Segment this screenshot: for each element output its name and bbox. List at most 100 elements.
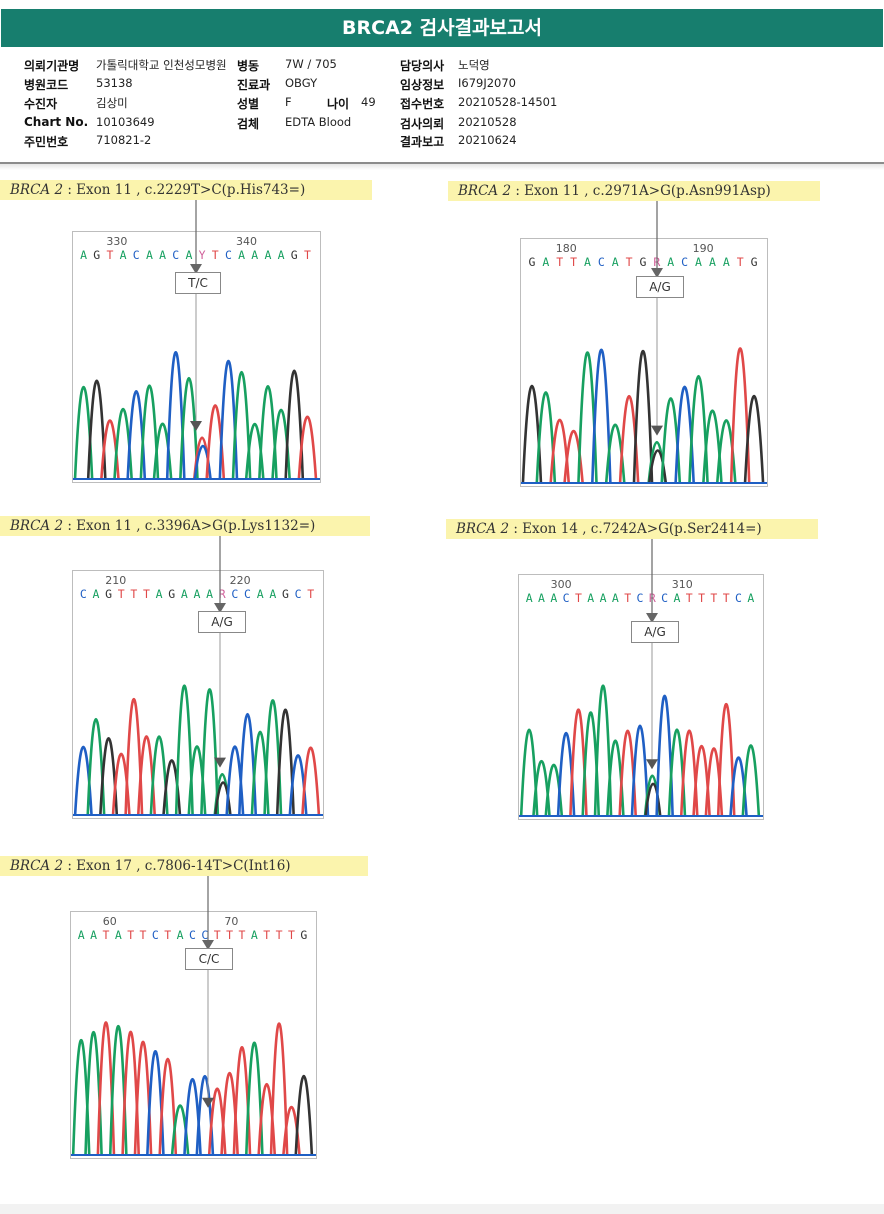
trace-peak <box>563 430 584 484</box>
info-label: 병원코드 <box>24 78 69 92</box>
trace-peak <box>193 444 212 480</box>
base-call: T <box>710 591 717 605</box>
base-call: A <box>612 255 619 269</box>
arrow-head-lower <box>202 1097 214 1108</box>
trace-peak <box>301 746 321 816</box>
base-call: T <box>698 591 705 605</box>
trace-peak <box>149 735 169 816</box>
info-value: 김상미 <box>96 96 128 110</box>
variant-arrow <box>651 201 663 436</box>
base-call: A <box>120 248 127 262</box>
base-call: T <box>212 248 219 262</box>
info-label: 주민번호 <box>24 135 69 149</box>
base-call: R <box>219 587 226 601</box>
base-call: C <box>152 928 159 942</box>
base-call: T <box>102 928 109 942</box>
variant-detail: : Exon 14 , c.7242A>G(p.Ser2414=) <box>509 521 762 537</box>
info-value: EDTA Blood <box>285 115 352 129</box>
report-title: BRCA2 검사결과보고서 <box>1 9 883 47</box>
info-label: 임상정보 <box>400 78 445 92</box>
base-call: G <box>300 928 307 942</box>
base-call: A <box>80 248 87 262</box>
base-call: T <box>304 248 311 262</box>
base-call: T <box>570 255 577 269</box>
arrow-head <box>214 603 226 613</box>
trace-peak <box>688 374 709 484</box>
variant-detail: : Exon 17 , c.7806-14T>C(Int16) <box>63 858 291 874</box>
position-label-left: 330 <box>106 235 127 248</box>
variant-arrow <box>202 876 214 1108</box>
base-call: A <box>278 248 285 262</box>
info-label: 병동 <box>237 59 260 73</box>
trace-peak <box>124 697 144 816</box>
arrow-head <box>190 264 202 274</box>
info-value: 710821-2 <box>96 133 152 147</box>
base-call: A <box>156 587 163 601</box>
trace-peak <box>179 377 199 480</box>
info-label: 검사의뢰 <box>400 117 445 131</box>
base-call: C <box>189 928 196 942</box>
trace-peak <box>729 347 751 484</box>
base-call: G <box>751 255 758 269</box>
base-call: T <box>214 928 221 942</box>
base-call: A <box>723 255 730 269</box>
info-value: 10103649 <box>96 115 155 129</box>
position-label-left: 210 <box>105 574 126 587</box>
base-call: A <box>257 587 264 601</box>
trace-peak <box>294 1075 314 1156</box>
base-call: A <box>538 591 545 605</box>
base-call: C <box>133 248 140 262</box>
base-call: Y <box>199 248 206 262</box>
info-value: 20210528-14501 <box>458 95 558 109</box>
base-call: T <box>118 587 125 601</box>
trace-peak <box>519 728 539 817</box>
position-label-left: 180 <box>556 242 577 255</box>
trace-peak <box>535 391 557 484</box>
genotype-label: A/G <box>198 611 246 633</box>
base-call: C <box>295 587 302 601</box>
trace-peak <box>644 782 662 817</box>
info-label: 수진자 <box>24 97 58 111</box>
trace-peak <box>231 370 252 480</box>
base-call: A <box>667 255 674 269</box>
base-call: A <box>92 587 99 601</box>
base-call: T <box>127 928 134 942</box>
gene-name: BRCA 2 <box>10 518 64 534</box>
base-call: A <box>194 587 201 601</box>
base-call: A <box>542 255 549 269</box>
base-call: T <box>130 587 137 601</box>
base-call: A <box>251 248 258 262</box>
chromatogram-panel: 210 220 C A G T T T A G A A A R C C A A G C T <box>72 570 324 819</box>
arrow-head <box>646 613 658 623</box>
info-value: 7W / 705 <box>285 57 337 71</box>
trace-peak <box>632 350 654 484</box>
arrow-head-lower <box>646 759 658 770</box>
info-value: OBGY <box>285 76 318 90</box>
base-call: C <box>80 587 87 601</box>
variant-title: BRCA 2 : Exon 11 , c.2971A>G(p.Asn991Asp… <box>448 181 820 201</box>
gene-name: BRCA 2 <box>458 183 512 199</box>
trace-peak <box>86 379 107 480</box>
base-call: C <box>598 255 605 269</box>
base-call: A <box>251 928 258 942</box>
trace-peak <box>245 1041 264 1156</box>
chromatogram-panel: 300310AAACTAAATCRCATTTTCA <box>518 574 764 820</box>
trace-peak <box>158 1057 178 1156</box>
base-call: A <box>747 591 754 605</box>
base-call: G <box>105 587 112 601</box>
info-value: 49 <box>361 95 376 109</box>
base-call: T <box>624 591 631 605</box>
base-call: T <box>226 928 233 942</box>
genotype-label: C/C <box>185 948 233 970</box>
trace-peak <box>258 385 278 480</box>
info-value: 노덕영 <box>458 58 490 72</box>
base-call: A <box>177 928 184 942</box>
base-call: A <box>526 591 533 605</box>
chromatogram-svg: 300310AAACTAAATCRCATTTTCA <box>519 578 763 817</box>
info-label: Chart No. <box>24 115 89 129</box>
trace-peak <box>297 415 318 480</box>
info-value: 53138 <box>96 76 133 90</box>
info-label: 담당의사 <box>400 59 445 73</box>
